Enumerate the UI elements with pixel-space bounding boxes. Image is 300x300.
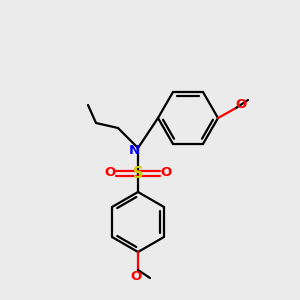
Text: O: O — [104, 167, 116, 179]
Text: O: O — [160, 167, 172, 179]
Text: O: O — [130, 271, 142, 284]
Text: S: S — [133, 167, 143, 182]
Text: O: O — [236, 98, 247, 110]
Text: N: N — [128, 145, 140, 158]
